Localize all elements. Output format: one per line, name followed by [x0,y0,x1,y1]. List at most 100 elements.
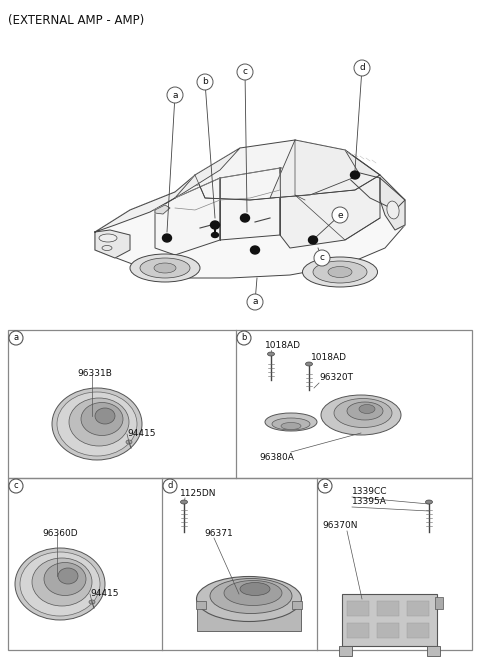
Bar [292,601,302,609]
Text: 96331B: 96331B [77,369,112,378]
Circle shape [9,479,23,493]
Ellipse shape [302,257,377,287]
Bar [342,594,437,646]
Ellipse shape [20,552,100,616]
Circle shape [318,479,332,493]
Text: c: c [242,68,248,76]
Text: a: a [172,91,178,99]
Ellipse shape [196,576,301,622]
Ellipse shape [267,352,275,356]
Ellipse shape [57,392,137,456]
Ellipse shape [130,254,200,282]
Text: 96360D: 96360D [42,530,78,539]
Ellipse shape [52,388,142,460]
Ellipse shape [350,171,360,179]
Bar [8,478,472,650]
Circle shape [314,250,330,266]
Ellipse shape [359,405,375,413]
Ellipse shape [212,233,218,237]
Bar [339,646,352,656]
Polygon shape [95,168,405,278]
Circle shape [332,207,348,223]
Polygon shape [220,168,280,240]
Polygon shape [95,175,195,232]
Bar [407,623,429,638]
Polygon shape [195,140,380,200]
Ellipse shape [347,402,383,420]
Polygon shape [280,168,380,248]
Text: c: c [14,482,18,491]
Polygon shape [340,150,405,210]
Ellipse shape [180,500,188,504]
Text: (EXTERNAL AMP - AMP): (EXTERNAL AMP - AMP) [8,14,144,27]
Bar [347,623,369,638]
Ellipse shape [154,263,176,273]
Polygon shape [95,230,130,258]
Ellipse shape [99,234,117,242]
Bar [377,623,399,638]
Text: d: d [168,482,173,491]
Bar [197,601,301,631]
Ellipse shape [32,558,92,606]
Bar [196,601,206,609]
Polygon shape [155,205,170,214]
Ellipse shape [15,548,105,620]
Ellipse shape [328,267,352,277]
Ellipse shape [224,581,282,606]
Text: 94415: 94415 [127,430,156,438]
Ellipse shape [265,413,317,431]
Ellipse shape [210,579,292,614]
Text: e: e [323,482,328,491]
Ellipse shape [81,403,123,436]
Text: 13395A: 13395A [352,497,387,507]
Bar [377,601,399,616]
Circle shape [167,87,183,103]
Ellipse shape [126,440,132,444]
Circle shape [197,74,213,90]
Ellipse shape [58,568,78,584]
Ellipse shape [211,221,219,229]
Circle shape [237,331,251,345]
Text: 96380A: 96380A [259,453,294,463]
Ellipse shape [334,399,392,428]
Text: a: a [252,298,258,307]
Ellipse shape [321,395,401,435]
Text: 96320T: 96320T [319,373,353,382]
Ellipse shape [89,600,95,604]
Circle shape [237,64,253,80]
Circle shape [163,479,177,493]
Ellipse shape [44,562,86,595]
Circle shape [247,294,263,310]
Ellipse shape [102,246,112,250]
Text: 1339CC: 1339CC [352,487,387,497]
Ellipse shape [309,236,317,244]
Bar [435,597,443,609]
Ellipse shape [425,500,432,504]
Ellipse shape [281,422,301,430]
Text: b: b [241,334,247,342]
Text: 1018AD: 1018AD [311,353,347,363]
Bar [8,330,472,478]
Text: 94415: 94415 [90,589,119,599]
Text: 1018AD: 1018AD [265,340,301,350]
Ellipse shape [387,201,399,219]
Bar [427,646,440,656]
Ellipse shape [240,583,270,595]
Polygon shape [155,178,220,255]
Ellipse shape [163,234,171,242]
Text: c: c [320,254,324,263]
Text: b: b [202,78,208,87]
Polygon shape [175,148,240,198]
Text: 96370N: 96370N [322,522,358,530]
Bar [347,601,369,616]
Ellipse shape [305,362,312,366]
Ellipse shape [95,408,115,424]
Text: d: d [359,64,365,72]
Ellipse shape [140,258,190,278]
Circle shape [9,331,23,345]
Text: a: a [13,334,19,342]
Ellipse shape [313,261,367,283]
Polygon shape [380,178,405,230]
Text: e: e [337,210,343,219]
Polygon shape [270,140,360,198]
